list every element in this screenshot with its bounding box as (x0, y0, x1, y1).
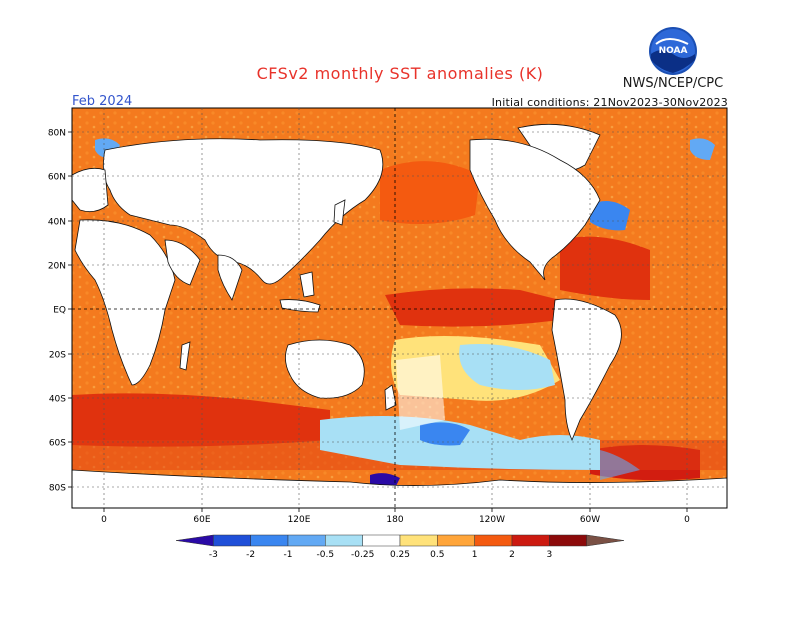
map-frame (71, 107, 728, 509)
lat-label: 20N (48, 262, 66, 272)
lat-label: 60N (48, 173, 66, 183)
longitude-labels: 0 60E 120E 180 120W 60W 0 (101, 508, 690, 525)
colorbar-swatch (437, 534, 475, 547)
colorbar-tick-label: -0.25 (351, 550, 374, 560)
map-title: CFSv2 monthly SST anomalies (K) (256, 64, 544, 83)
colorbar-tick-label: -1 (284, 550, 293, 560)
svg-text:NOAA: NOAA (659, 46, 688, 56)
colorbar-swatch (250, 534, 289, 547)
lat-label: 60S (49, 439, 66, 449)
colorbar-tick-label: -3 (209, 550, 218, 560)
colorbar-tick-label: 0.5 (430, 550, 444, 560)
noaa-logo: NOAA (649, 27, 697, 75)
forecast-month: Feb 2024 (72, 94, 133, 109)
latitude-labels: 80N 60N 40N 20N EQ 20S 40S 60S 80S (48, 129, 72, 494)
colorbar-swatch (511, 534, 550, 547)
lon-label: 60E (193, 515, 210, 525)
colorbar (175, 534, 625, 547)
colorbar-tick-label: 3 (546, 550, 552, 560)
lat-label: EQ (53, 306, 66, 316)
lon-label: 0 (101, 515, 107, 525)
graticule (72, 108, 727, 508)
colorbar-swatch (362, 534, 401, 547)
colorbar-swatch (399, 534, 438, 547)
agency-label: NWS/NCEP/CPC (622, 76, 724, 91)
initial-conditions: Initial conditions: 21Nov2023-30Nov2023 (491, 96, 728, 109)
colorbar-tick-label: -0.5 (317, 550, 335, 560)
colorbar-tick-label: -2 (246, 550, 255, 560)
colorbar-swatch (549, 534, 587, 547)
colorbar-tick-label: 0.25 (390, 550, 410, 560)
lat-label: 80N (48, 129, 66, 139)
colorbar-swatch (213, 534, 251, 547)
colorbar-swatch (586, 534, 625, 547)
lon-label: 0 (684, 515, 690, 525)
lat-label: 40N (48, 218, 66, 228)
lat-label: 80S (49, 484, 66, 494)
lon-label: 60W (580, 515, 600, 525)
lon-label: 180 (386, 515, 403, 525)
colorbar-tick-label: 2 (509, 550, 515, 560)
lat-label: 20S (49, 351, 66, 361)
colorbar-swatch (287, 534, 326, 547)
lat-label: 40S (49, 395, 66, 405)
lon-label: 120E (288, 515, 311, 525)
anomaly-field (72, 108, 727, 508)
landmass-outlines (72, 123, 622, 442)
lon-label: 120W (479, 515, 505, 525)
colorbar-swatch (325, 534, 363, 547)
colorbar-swatch (175, 534, 214, 547)
colorbar-tick-label: 1 (472, 550, 478, 560)
colorbar-swatch (474, 534, 513, 547)
colorbar-ticks: -3 -2 -1 -0.5 -0.25 0.25 0.5 1 2 3 (209, 550, 552, 560)
